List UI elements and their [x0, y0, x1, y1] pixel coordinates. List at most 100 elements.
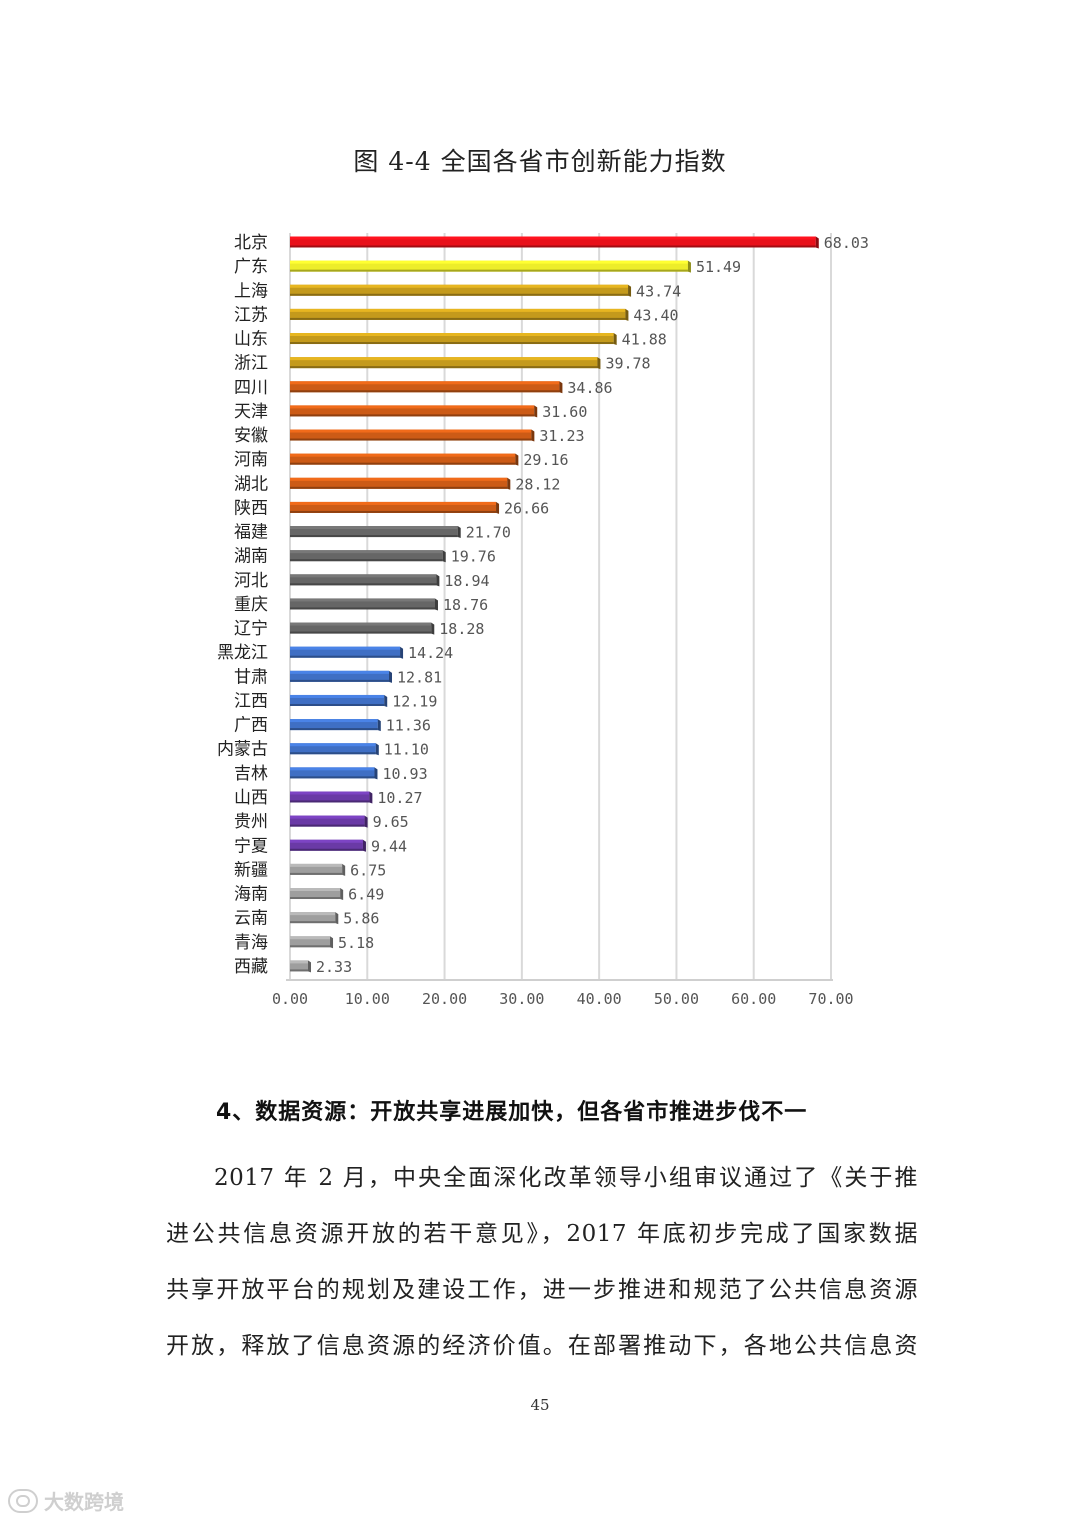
value-label: 5.86: [343, 910, 379, 928]
bar-end-cap: [597, 357, 601, 370]
section-heading: 4、数据资源：开放共享进展加快，但各省市推进步伐不一: [216, 1100, 808, 1125]
bar-group: [290, 622, 435, 635]
bar: [290, 743, 376, 755]
bar-end-cap: [507, 477, 511, 490]
bar-end-cap: [625, 308, 629, 321]
category-label: 上海: [234, 281, 268, 301]
value-label: 10.93: [382, 765, 427, 783]
x-tick-label: 60.00: [731, 990, 776, 1008]
bar: [290, 912, 336, 924]
bar-chart: 0.00 10.00 20.00 30.00 40.00 50.00 60.00 70.00 北…: [217, 233, 869, 1008]
bar: [290, 960, 309, 972]
bar-highlight: [290, 429, 532, 433]
value-label: 14.24: [408, 644, 453, 662]
value-label: 41.88: [622, 331, 667, 349]
bar-group: [290, 719, 381, 732]
bar: [290, 622, 432, 634]
bar-shadow: [290, 655, 401, 658]
bar-group: [290, 815, 368, 828]
bar-end-cap: [815, 236, 819, 249]
bar-group: [290, 912, 339, 925]
page-number: 45: [530, 1396, 550, 1414]
bar-end-cap: [375, 743, 379, 756]
bar-end-cap: [364, 815, 368, 828]
category-label: 陕西: [234, 498, 268, 518]
x-tick-label: 70.00: [808, 990, 853, 1008]
bar-shadow: [290, 293, 629, 296]
bar: [290, 381, 560, 393]
bar-group: [290, 694, 388, 707]
bar-group: [290, 670, 393, 683]
bar-shadow: [290, 872, 343, 875]
category-label: 山西: [234, 788, 268, 808]
category-label: 湖北: [234, 474, 268, 494]
category-label: 宁夏: [234, 836, 268, 856]
value-label: 10.27: [377, 789, 422, 807]
bar: [290, 453, 516, 465]
bar-end-cap: [434, 598, 438, 611]
value-label: 9.65: [373, 813, 409, 831]
bar-shadow: [290, 703, 385, 706]
bar-group: [290, 863, 346, 876]
category-label: 重庆: [234, 595, 268, 615]
bar-shadow: [290, 631, 432, 634]
category-label: 湖南: [234, 547, 268, 567]
bar: [290, 477, 508, 489]
value-label: 12.81: [397, 668, 442, 686]
bar-group: [290, 960, 312, 973]
chart-title: 图 4-4 全国各省市创新能力指数: [353, 147, 727, 176]
bar: [290, 501, 497, 513]
bar-end-cap: [628, 284, 632, 297]
bar-group: [290, 405, 538, 418]
x-tick-label: 0.00: [272, 990, 308, 1008]
category-label: 西藏: [234, 957, 268, 977]
bar-shadow: [290, 342, 614, 345]
bar-shadow: [290, 559, 443, 562]
value-label: 26.66: [504, 499, 549, 517]
bar-highlight: [290, 477, 508, 481]
category-label: 天津: [234, 402, 268, 422]
category-label: 贵州: [234, 812, 268, 832]
bar: [290, 839, 363, 851]
bar-end-cap: [330, 936, 334, 949]
bar-highlight: [290, 719, 378, 723]
bar-shadow: [290, 848, 363, 851]
category-label: 河南: [234, 450, 268, 470]
category-label: 云南: [234, 909, 268, 929]
bar-end-cap: [431, 622, 435, 635]
bar-group: [290, 357, 601, 370]
bar-group: [290, 284, 632, 297]
category-label: 山东: [234, 330, 268, 350]
value-label: 6.49: [348, 886, 384, 904]
bar: [290, 550, 443, 562]
bar-end-cap: [369, 791, 373, 804]
bar-highlight: [290, 550, 443, 554]
bar: [290, 936, 331, 948]
bar-end-cap: [384, 694, 388, 707]
bar-group: [290, 429, 535, 442]
bar-end-cap: [496, 501, 500, 514]
bar-shadow: [290, 800, 370, 803]
x-tick-label: 40.00: [577, 990, 622, 1008]
category-label: 广西: [234, 716, 268, 736]
body-paragraph: 2017 年 2 月，中央全面深化改革领导小组审议通过了《关于推 进公共信息资源…: [166, 1150, 918, 1374]
bar-highlight: [290, 912, 336, 916]
bar-shadow: [290, 969, 309, 972]
bar-end-cap: [531, 429, 535, 442]
value-label: 6.75: [350, 861, 386, 879]
bar-end-cap: [308, 960, 312, 973]
bar-end-cap: [457, 526, 461, 539]
bar: [290, 260, 688, 272]
bar: [290, 791, 370, 803]
bar-shadow: [290, 776, 375, 779]
bar-group: [290, 767, 378, 780]
bar-highlight: [290, 284, 629, 288]
value-label: 19.76: [451, 548, 496, 566]
x-tick-label: 30.00: [499, 990, 544, 1008]
bar-end-cap: [374, 767, 378, 780]
bar-end-cap: [362, 839, 366, 852]
category-label: 黑龙江: [217, 643, 268, 663]
category-label: 四川: [234, 378, 268, 398]
bar-shadow: [290, 462, 516, 465]
x-tick-label: 10.00: [345, 990, 390, 1008]
